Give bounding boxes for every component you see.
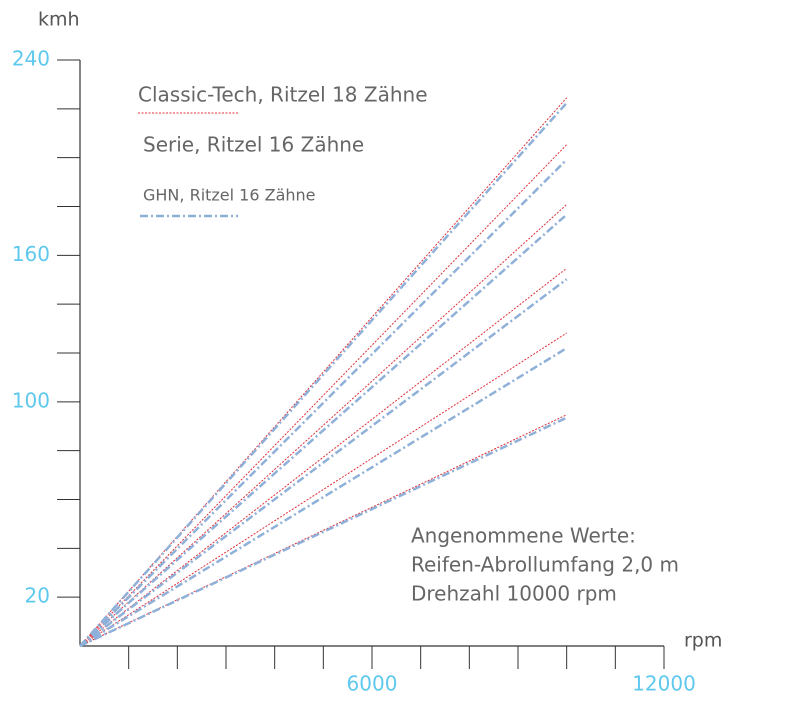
y-axis-label: kmh xyxy=(38,9,80,31)
legend-label: Classic-Tech, Ritzel 18 Zähne xyxy=(138,83,428,107)
series-line xyxy=(79,278,568,647)
annotation: Angenommene Werte: xyxy=(411,524,636,548)
legend-label: Serie, Ritzel 16 Zähne xyxy=(143,133,364,157)
series-line xyxy=(79,213,568,647)
series-line xyxy=(79,144,568,647)
x-tick-label: 6000 xyxy=(347,672,398,696)
series-line xyxy=(79,416,568,648)
series-line xyxy=(79,414,567,647)
series-line xyxy=(79,204,568,647)
annotation: Reifen-Abrollumfang 2,0 m xyxy=(411,553,679,577)
y-tick-label: 100 xyxy=(12,388,50,412)
y-tick-label: 240 xyxy=(12,47,50,71)
x-tick-label: 12000 xyxy=(632,672,696,696)
y-tick-label: 20 xyxy=(25,584,50,608)
y-tick-label: 160 xyxy=(12,242,50,266)
series-line xyxy=(79,102,568,647)
series-line xyxy=(79,97,568,647)
annotation: Drehzahl 10000 rpm xyxy=(411,582,617,606)
series-line xyxy=(79,347,568,648)
series-line xyxy=(79,332,567,647)
series-line xyxy=(79,267,567,647)
x-axis-label: rpm xyxy=(684,630,722,652)
legend-label: GHN, Ritzel 16 Zähne xyxy=(143,186,316,205)
series-line xyxy=(79,158,568,647)
